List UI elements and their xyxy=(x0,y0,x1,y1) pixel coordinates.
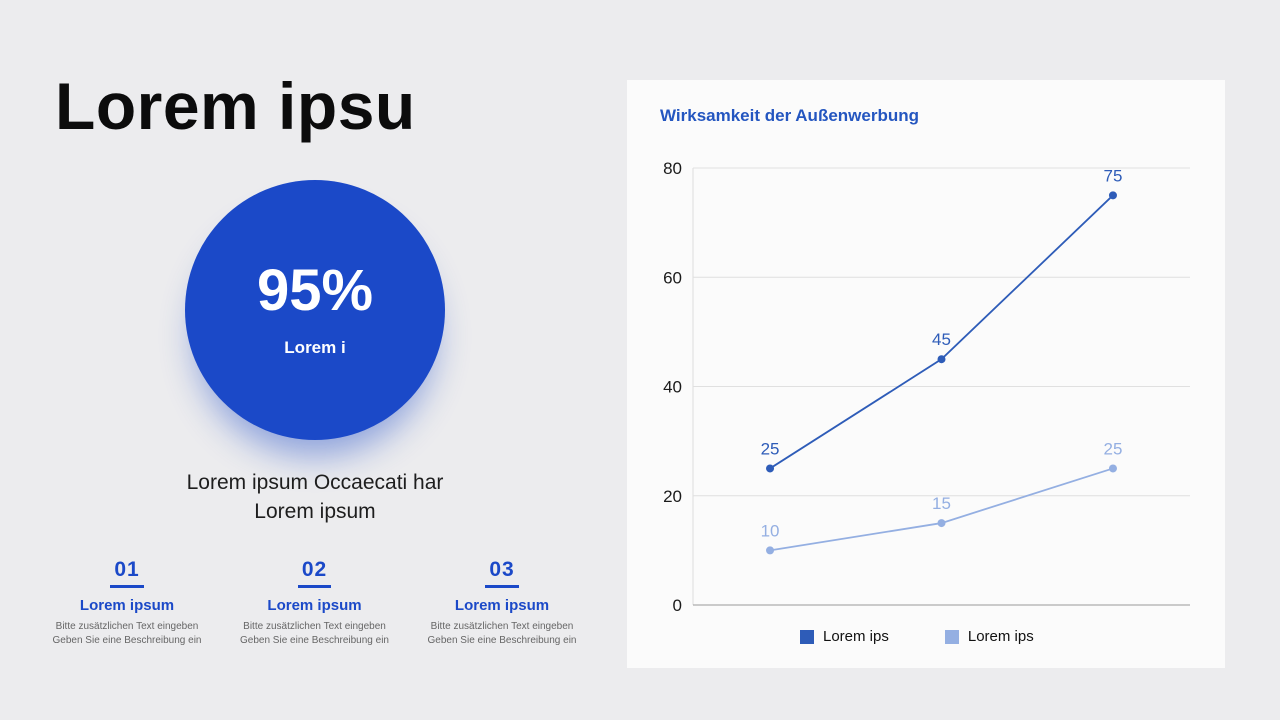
step-number: 02 xyxy=(297,558,332,588)
legend-label: Lorem ips xyxy=(823,628,889,645)
step-description-line1: Bitte zusätzlichen Text eingeben xyxy=(430,621,574,632)
step-number: 03 xyxy=(485,558,519,588)
circle-caption-line1: Lorem ipsum Occaecati har xyxy=(186,471,444,494)
step-item-01: 01 Lorem ipsum Bitte zusätzlichen Text e… xyxy=(37,558,217,648)
chart-card: Wirksamkeit der Außenwerbung 0 20 40 60 80 25… xyxy=(627,80,1225,668)
step-description-line2: Geben Sie eine Beschreibung ein xyxy=(240,635,389,646)
svg-text:40: 40 xyxy=(663,378,682,397)
step-description: Bitte zusätzlichen Text eingeben Geben S… xyxy=(412,620,592,648)
chart-legend: Lorem ips Lorem ips xyxy=(800,628,1034,645)
percentage-circle: 95% Lorem i xyxy=(185,180,445,440)
legend-item: Lorem ips xyxy=(944,628,1034,645)
step-title: Lorem ipsum xyxy=(454,597,550,614)
svg-text:20: 20 xyxy=(663,487,682,506)
step-item-03: 03 Lorem ipsum Bitte zusätzlichen Text e… xyxy=(412,558,592,648)
svg-text:25: 25 xyxy=(761,439,780,458)
step-description-line1: Bitte zusätzlichen Text eingeben xyxy=(243,621,386,632)
step-number: 01 xyxy=(110,558,144,588)
step-title: Lorem ipsum xyxy=(79,597,175,614)
steps-row: 01 Lorem ipsum Bitte zusätzlichen Text e… xyxy=(37,558,592,648)
step-title: Lorem ipsum xyxy=(267,597,362,614)
svg-text:80: 80 xyxy=(663,159,682,178)
step-item-02: 02 Lorem ipsum Bitte zusätzlichen Text e… xyxy=(225,558,405,648)
legend-item: Lorem ips xyxy=(800,628,889,645)
circle-caption-line2: Lorem ipsum xyxy=(254,500,376,523)
svg-text:25: 25 xyxy=(1104,439,1123,458)
line-chart: 0 20 40 60 80 25 45 75 10 15 25 xyxy=(663,159,1190,615)
step-description-line2: Geben Sie eine Beschreibung ein xyxy=(427,635,577,646)
step-description-line1: Bitte zusätzlichen Text eingeben xyxy=(55,621,199,632)
legend-label: Lorem ips xyxy=(967,628,1034,645)
circle-caption: Lorem ipsum Occaecati har Lorem ipsum xyxy=(155,468,475,526)
legend-swatch-light-blue xyxy=(944,629,959,644)
step-description-line2: Geben Sie eine Beschreibung ein xyxy=(52,635,202,646)
page-title: Lorem ipsu xyxy=(55,69,416,143)
svg-text:15: 15 xyxy=(932,494,951,513)
legend-swatch-dark-blue xyxy=(800,629,814,644)
step-description: Bitte zusätzlichen Text eingeben Geben S… xyxy=(225,620,405,648)
svg-text:10: 10 xyxy=(761,521,780,540)
svg-text:60: 60 xyxy=(663,268,682,287)
percentage-value: 95% xyxy=(256,258,374,323)
step-description: Bitte zusätzlichen Text eingeben Geben S… xyxy=(37,620,217,648)
svg-text:0: 0 xyxy=(673,596,682,615)
svg-text:45: 45 xyxy=(932,330,951,349)
percentage-label: Lorem i xyxy=(284,338,346,357)
chart-title: Wirksamkeit der Außenwerbung xyxy=(660,106,919,125)
svg-text:75: 75 xyxy=(1104,166,1123,185)
